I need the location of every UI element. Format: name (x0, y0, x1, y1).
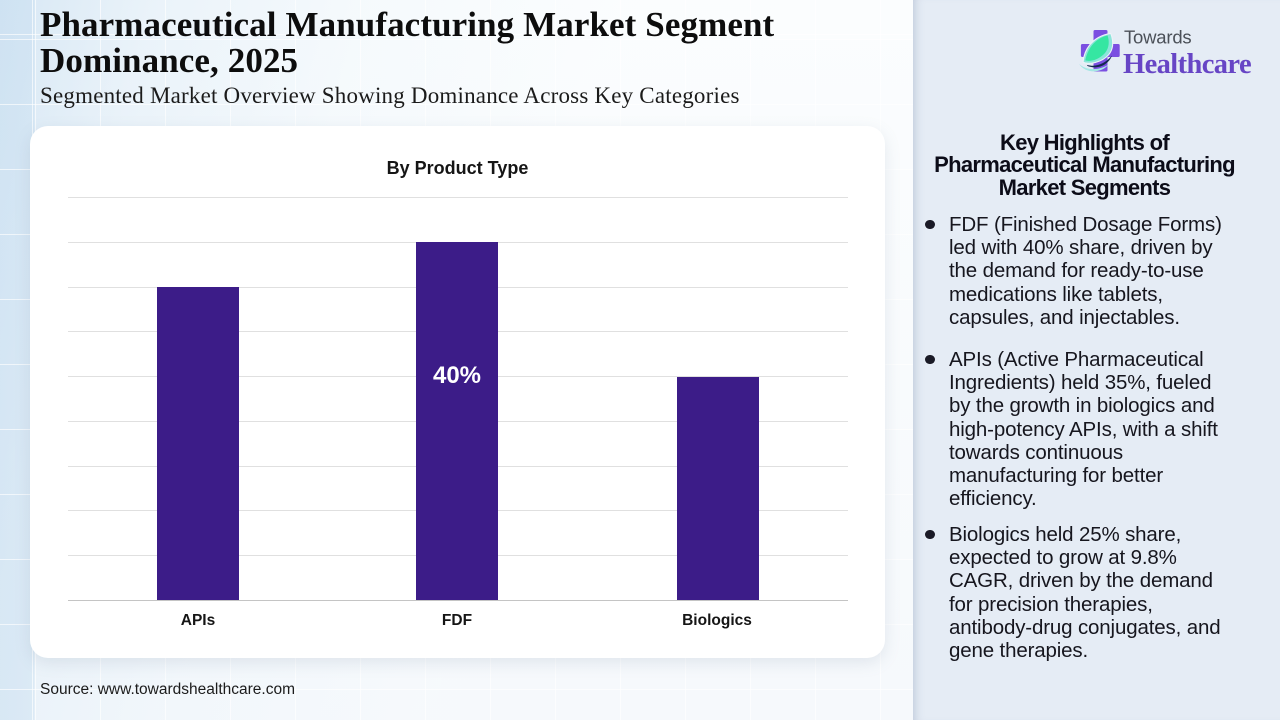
svg-text:Healthcare: Healthcare (1123, 49, 1251, 80)
svg-text:Towards: Towards (1124, 27, 1192, 48)
